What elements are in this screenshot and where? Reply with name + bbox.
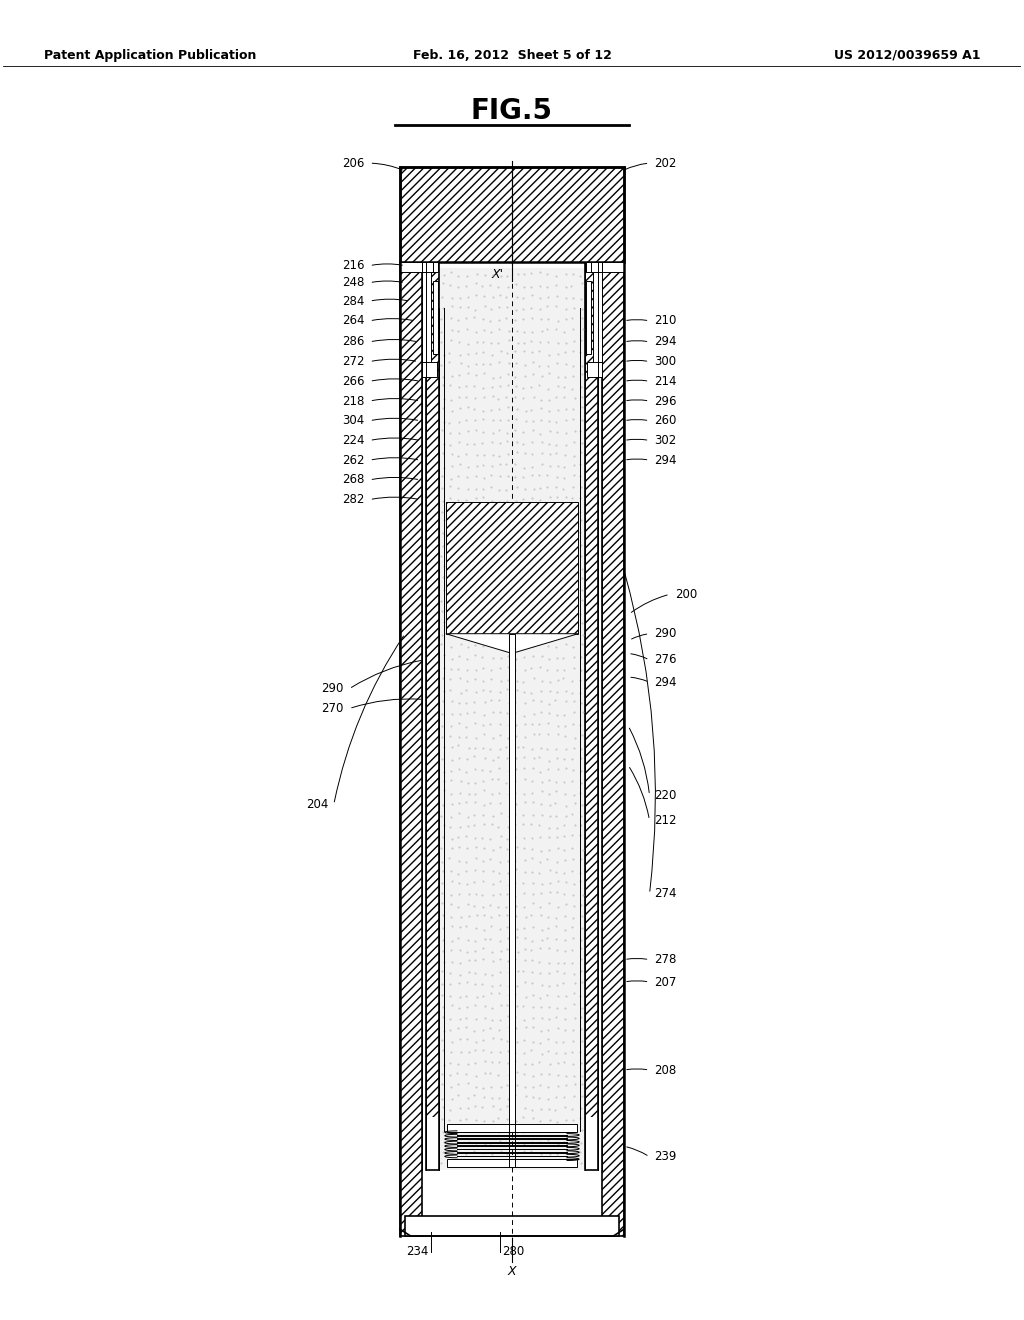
Text: 286: 286 <box>342 335 365 348</box>
Text: 282: 282 <box>342 494 365 506</box>
Text: X': X' <box>492 268 504 281</box>
Text: US 2012/0039659 A1: US 2012/0039659 A1 <box>834 49 981 62</box>
Text: 304: 304 <box>342 414 365 428</box>
Text: 234: 234 <box>407 1245 428 1258</box>
Text: 300: 300 <box>654 355 677 368</box>
Text: FIG.5: FIG.5 <box>471 98 553 125</box>
Bar <box>446 1125 578 1131</box>
Text: X': X' <box>520 242 532 255</box>
Bar <box>438 268 586 1170</box>
Bar <box>422 272 430 364</box>
Text: 272: 272 <box>342 355 365 368</box>
Bar <box>445 503 579 634</box>
Text: 220: 220 <box>654 789 677 801</box>
Text: 268: 268 <box>342 474 365 487</box>
Text: Feb. 16, 2012  Sheet 5 of 12: Feb. 16, 2012 Sheet 5 of 12 <box>413 49 611 62</box>
Bar <box>400 261 437 272</box>
Text: 202: 202 <box>654 157 677 170</box>
Bar <box>592 261 602 272</box>
Text: 274: 274 <box>654 887 677 900</box>
Bar <box>422 261 432 272</box>
Text: 290: 290 <box>654 627 677 640</box>
Text: 200: 200 <box>675 587 697 601</box>
Text: X: X <box>508 1265 516 1278</box>
Text: 262: 262 <box>342 454 365 467</box>
Bar <box>602 261 624 1236</box>
Bar <box>586 261 598 1170</box>
Text: 204: 204 <box>306 799 329 810</box>
Text: 266: 266 <box>342 375 365 388</box>
Text: 224: 224 <box>342 434 365 447</box>
Bar <box>406 1216 618 1236</box>
Bar <box>445 503 579 634</box>
Bar <box>400 168 624 261</box>
Text: 270: 270 <box>322 702 344 715</box>
Text: 276: 276 <box>654 653 677 667</box>
Text: 290: 290 <box>322 682 344 696</box>
Text: Patent Application Publication: Patent Application Publication <box>43 49 256 62</box>
Bar <box>587 281 592 354</box>
Text: 278: 278 <box>654 953 677 966</box>
Bar <box>588 362 602 378</box>
Text: 212: 212 <box>654 814 677 826</box>
Bar <box>446 1159 578 1167</box>
Text: 208: 208 <box>654 1064 677 1077</box>
Text: 294: 294 <box>654 454 677 467</box>
Text: 294: 294 <box>654 676 677 689</box>
Text: 214: 214 <box>654 375 677 388</box>
Text: 218: 218 <box>342 395 365 408</box>
Bar <box>400 168 624 261</box>
Bar <box>400 261 422 1236</box>
Text: 284: 284 <box>342 294 365 308</box>
Bar <box>509 634 515 1125</box>
Bar <box>426 261 438 1118</box>
Text: 294: 294 <box>654 335 677 348</box>
Text: 248: 248 <box>342 276 365 289</box>
Bar <box>400 261 422 1236</box>
Bar <box>426 261 438 1170</box>
Bar <box>587 261 624 272</box>
Bar <box>594 272 602 364</box>
Bar <box>602 261 624 1236</box>
Text: 260: 260 <box>654 414 677 428</box>
Bar <box>422 362 436 378</box>
Text: 302: 302 <box>654 434 677 447</box>
Text: 296: 296 <box>654 395 677 408</box>
Text: 280: 280 <box>502 1245 524 1258</box>
Text: 264: 264 <box>342 314 365 327</box>
Bar <box>432 281 437 354</box>
Text: 239: 239 <box>654 1150 677 1163</box>
Bar <box>586 261 598 1118</box>
Text: 207: 207 <box>654 975 677 989</box>
Text: 216: 216 <box>342 259 365 272</box>
Polygon shape <box>445 634 579 653</box>
Text: 210: 210 <box>654 314 677 327</box>
Text: 206: 206 <box>342 157 365 170</box>
